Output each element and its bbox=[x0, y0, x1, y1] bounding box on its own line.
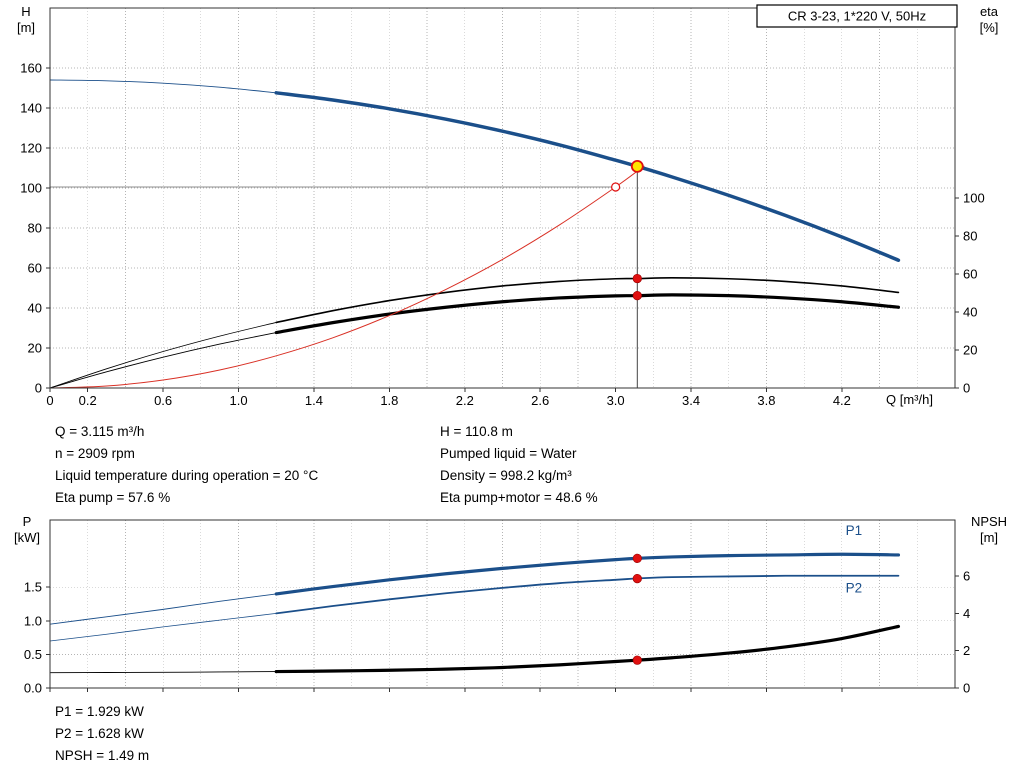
marker-npsh-point bbox=[632, 655, 642, 665]
readout-eta-pump-motor: Eta pump+motor = 48.6 % bbox=[440, 490, 598, 505]
y-right-tick-label: 6 bbox=[963, 569, 970, 584]
x-tick-label: 0.6 bbox=[154, 393, 172, 408]
y-left-tick-label: 1.0 bbox=[24, 613, 42, 628]
qh-efficiency-chart: 0 0.2 0.6 1.0 1.4 1.8 2.2 2.6 3.0 3.4 3.8 4.2 0 20 40 6… bbox=[20, 4, 985, 408]
readout-p2: P2 = 1.628 kW bbox=[55, 726, 144, 741]
chart-title-box bbox=[756, 4, 958, 28]
x-tick-label: 1.0 bbox=[230, 393, 248, 408]
duty-readout-left: Q = 3.115 m³/h n = 2909 rpm Liquid tempe… bbox=[55, 421, 318, 509]
y-left-tick-label: 0.5 bbox=[24, 647, 42, 662]
q-axis-label: Q [m³/h] bbox=[886, 392, 933, 407]
marker-eta-pump-point bbox=[632, 273, 642, 284]
readout-q: Q = 3.115 m³/h bbox=[55, 424, 145, 439]
series-eta-pump-motor bbox=[49, 332, 277, 389]
eta-axis-label-unit: [%] bbox=[979, 20, 999, 35]
y-left-tick-label: 120 bbox=[20, 141, 42, 156]
x-tick-label: 1.4 bbox=[305, 393, 323, 408]
marker-p1-point bbox=[632, 553, 642, 563]
x-tick-label: 0.2 bbox=[79, 393, 97, 408]
y-left-tick-label: 40 bbox=[28, 301, 42, 316]
series-eta-pump bbox=[275, 276, 900, 324]
series-p2-curve bbox=[49, 613, 277, 642]
p-axis-label: P [kW] bbox=[4, 514, 50, 546]
p-axis-label-unit: [kW] bbox=[14, 530, 40, 545]
series-p1-curve bbox=[274, 552, 901, 596]
marker-eta-pump-motor-point bbox=[632, 291, 642, 301]
x-tick-label: 4.2 bbox=[833, 393, 851, 408]
readout-speed: n = 2909 rpm bbox=[55, 446, 135, 461]
y-right-tick-label: 2 bbox=[963, 643, 970, 658]
y-right-tick-label: 80 bbox=[963, 229, 977, 244]
duty-readout-right: H = 110.8 m Pumped liquid = Water Densit… bbox=[440, 421, 598, 509]
series-qh-curve bbox=[49, 79, 277, 94]
y-left-tick-label: 20 bbox=[28, 341, 42, 356]
y-right-tick-label: 0 bbox=[963, 381, 970, 396]
y-right-tick-label: 60 bbox=[963, 267, 977, 282]
readout-p1: P1 = 1.929 kW bbox=[55, 704, 144, 719]
readout-eta-pump: Eta pump = 57.6 % bbox=[55, 490, 171, 505]
series-npsh-curve bbox=[49, 671, 277, 674]
y-left-tick-label: 0.0 bbox=[24, 681, 42, 696]
y-left-tick-label: 160 bbox=[20, 61, 42, 76]
y-left-tick-label: 140 bbox=[20, 101, 42, 116]
h-axis-label: H [m] bbox=[4, 4, 48, 36]
y-right-tick-label: 20 bbox=[963, 343, 977, 358]
x-tick-label: 3.4 bbox=[682, 393, 700, 408]
y-left-tick-label: 1.5 bbox=[24, 580, 42, 595]
power-npsh-chart: 0.0 0.5 1.0 1.5 0 2 4 6 P1 P2 bbox=[24, 519, 970, 696]
p-axis-label-symbol: P bbox=[22, 514, 32, 529]
readout-head: H = 110.8 m bbox=[440, 424, 513, 439]
marker-requested-duty-point bbox=[611, 182, 621, 192]
eta-axis-label-symbol: eta bbox=[979, 4, 999, 19]
y-right-tick-label: 4 bbox=[963, 606, 970, 621]
series-npsh-curve bbox=[274, 624, 901, 674]
series-p1-curve bbox=[49, 593, 277, 625]
y-right-tick-label: 40 bbox=[963, 305, 977, 320]
marker-duty-point bbox=[630, 159, 644, 173]
npsh-axis-label: NPSH [m] bbox=[958, 514, 1020, 546]
series-eta-pump bbox=[49, 322, 277, 389]
y-left-tick-label: 80 bbox=[28, 221, 42, 236]
chart-title: CR 3-23, 1*220 V, 50Hz bbox=[788, 9, 926, 24]
series-system-curve bbox=[49, 165, 645, 389]
x-tick-label: 2.6 bbox=[531, 393, 549, 408]
readout-pumped-liquid: Pumped liquid = Water bbox=[440, 446, 577, 461]
power-readout: P1 = 1.929 kW P2 = 1.628 kW NPSH = 1.49 … bbox=[55, 701, 149, 767]
x-tick-label: 1.8 bbox=[380, 393, 398, 408]
y-left-tick-label: 60 bbox=[28, 261, 42, 276]
plot-frame bbox=[49, 519, 956, 689]
readout-npsh: NPSH = 1.49 m bbox=[55, 748, 150, 763]
y-right-tick-label: 0 bbox=[963, 681, 970, 696]
h-axis-label-unit: [m] bbox=[16, 20, 36, 35]
npsh-axis-label-symbol: NPSH bbox=[970, 514, 1008, 529]
h-axis-label-symbol: H bbox=[21, 4, 31, 19]
npsh-axis-label-unit: [m] bbox=[979, 530, 999, 545]
readout-liquid-temp: Liquid temperature during operation = 20… bbox=[55, 468, 319, 483]
y-left-tick-label: 0 bbox=[35, 381, 42, 396]
y-left-tick-label: 100 bbox=[20, 181, 42, 196]
series-eta-pump-motor bbox=[274, 293, 901, 335]
y-right-tick-label: 100 bbox=[963, 191, 985, 206]
curve-label-p2: P2 bbox=[846, 581, 863, 596]
eta-axis-label: eta [%] bbox=[962, 4, 1016, 36]
readout-density: Density = 998.2 kg/m³ bbox=[440, 468, 572, 483]
x-tick-label: 3.0 bbox=[607, 393, 625, 408]
x-tick-label: 0 bbox=[46, 393, 53, 408]
series-p2-curve bbox=[275, 574, 900, 615]
marker-p2-point bbox=[632, 573, 642, 584]
x-tick-label: 2.2 bbox=[456, 393, 474, 408]
series-qh-curve bbox=[274, 91, 901, 262]
x-tick-label: 3.8 bbox=[757, 393, 775, 408]
curve-label-p1: P1 bbox=[846, 523, 863, 538]
